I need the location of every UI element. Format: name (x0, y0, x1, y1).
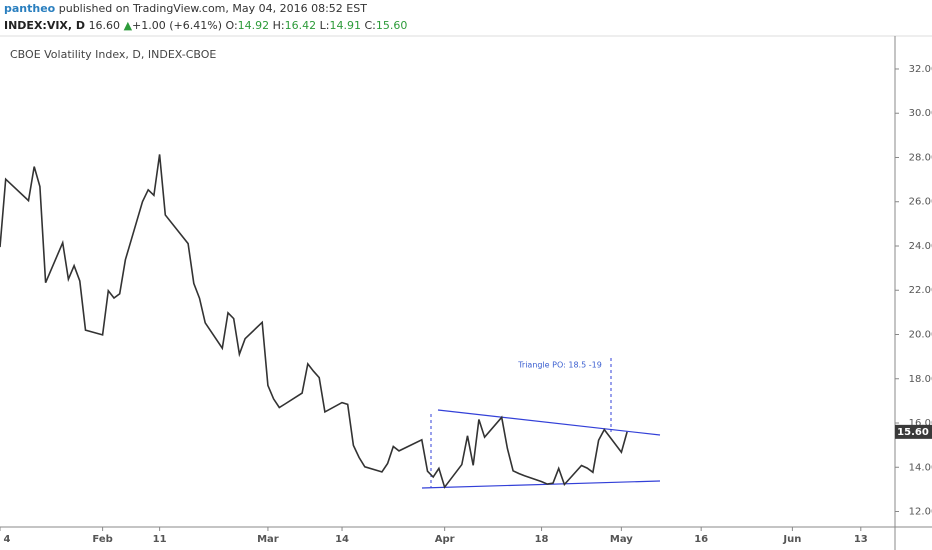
annotation: Triangle PO: 18.5 -19 (517, 361, 602, 370)
symbol: INDEX:VIX, D (4, 19, 86, 32)
x-tick-label: 11 (153, 534, 167, 545)
published: published on TradingView.com, May 04, 20… (58, 2, 367, 15)
change: +1.00 (+6.41%) (132, 19, 222, 32)
x-tick-label: Feb (92, 534, 112, 545)
high: 16.42 (284, 19, 317, 32)
c-label: C: (364, 19, 376, 32)
y-tick-label: 22.00 (909, 285, 932, 296)
y-tick-label: 16.00 (909, 418, 932, 429)
y-tick-label: 14.00 (909, 462, 932, 473)
x-tick-label: 18 (535, 534, 549, 545)
triangle-lower (421, 480, 661, 489)
chart-title: CBOE Volatility Index, D, INDEX-CBOE (10, 48, 216, 61)
x-tick-label: Jun (782, 534, 801, 545)
y-tick-label: 26.00 (909, 197, 932, 208)
x-tick-label: 14 (335, 534, 349, 545)
symbol-line: INDEX:VIX, D 16.60 ▲+1.00 (+6.41%) O:14.… (4, 17, 904, 34)
triangle-upper (437, 409, 661, 436)
arrow: ▲ (123, 19, 133, 32)
header: pantheo published on TradingView.com, Ma… (4, 0, 904, 34)
x-tick-label: Apr (435, 534, 455, 545)
open: 14.92 (237, 19, 270, 32)
o-label: O: (225, 19, 238, 32)
l-label: L: (319, 19, 330, 32)
publish-line: pantheo published on TradingView.com, Ma… (4, 0, 904, 17)
y-tick-label: 24.00 (909, 241, 932, 252)
y-tick-label: 12.00 (909, 507, 932, 518)
h-label: H: (272, 19, 285, 32)
x-tick-label: May (610, 534, 633, 545)
last-price-box (895, 424, 932, 439)
y-tick-label: 30.00 (909, 108, 932, 119)
close: 15.60 (375, 19, 408, 32)
y-tick-label: 32.00 (909, 64, 932, 75)
y-tick-label: 20.00 (909, 329, 932, 340)
y-tick-label: 18.00 (909, 374, 932, 385)
y-tick-label: 28.00 (909, 152, 932, 163)
low: 14.91 (329, 19, 361, 32)
price: 16.60 (88, 19, 121, 32)
x-tick-label: 16 (694, 534, 708, 545)
last-price-label: 15.60 (897, 427, 929, 438)
x-tick-label: Mar (257, 534, 279, 545)
x-tick-label: 4 (4, 534, 11, 545)
user[interactable]: pantheo (4, 2, 56, 15)
x-tick-label: 13 (854, 534, 868, 545)
price-line (0, 154, 628, 489)
